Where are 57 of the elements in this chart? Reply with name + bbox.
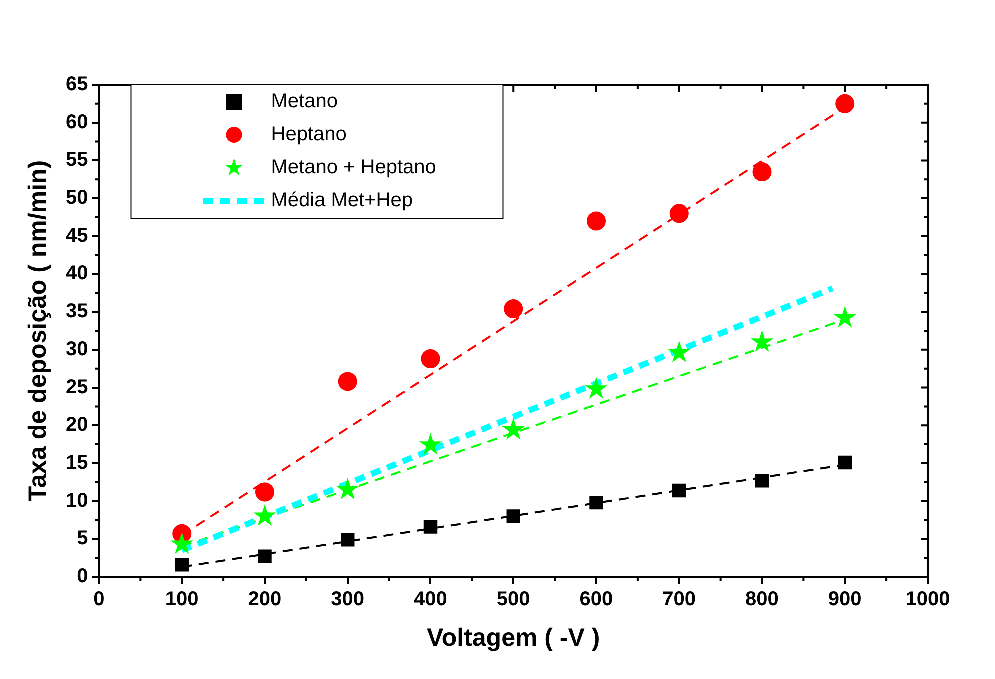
y-tick-label: 25 [66, 376, 88, 398]
x-tick-label: 700 [662, 588, 696, 611]
x-tick-label: 200 [248, 588, 282, 611]
x-tick-label: 800 [746, 588, 779, 611]
x-tick-label: 300 [331, 588, 365, 611]
x-tick-label: 0 [94, 588, 105, 611]
y-tick-label: 5 [77, 528, 88, 550]
legend-label: Metano [271, 90, 338, 113]
legend-label: Metano + Heptano [271, 156, 436, 179]
point [506, 510, 520, 524]
point [834, 306, 857, 328]
point [838, 456, 852, 470]
x-tick-label: 400 [414, 588, 448, 611]
point [668, 340, 691, 363]
x-tick-label: 600 [580, 588, 614, 611]
point [424, 520, 438, 534]
point [419, 433, 442, 456]
point [258, 550, 272, 564]
y-axis-title: Taxa de deposição ( nm/min) [24, 160, 52, 502]
legend-label: Média Met+Hep [271, 190, 413, 212]
point [502, 418, 526, 440]
y-tick-label: 65 [66, 74, 88, 96]
y-tick-label: 60 [66, 111, 88, 134]
y-tick-label: 10 [66, 490, 88, 512]
y-tick-label: 45 [66, 224, 88, 247]
point [587, 212, 606, 231]
point [254, 504, 276, 526]
y-tick-label: 15 [66, 452, 88, 474]
x-tick-label: 900 [828, 588, 862, 611]
y-tick-label: 0 [77, 566, 88, 588]
point [752, 162, 772, 182]
point [255, 482, 274, 502]
point [836, 94, 855, 114]
point [504, 300, 524, 319]
x-tick-label: 1000 [906, 588, 950, 611]
y-tick-label: 20 [66, 414, 88, 436]
point [175, 558, 189, 572]
point [590, 496, 604, 510]
point [338, 372, 358, 392]
y-tick-label: 35 [66, 300, 88, 323]
x-tick-label: 500 [496, 588, 530, 611]
y-tick-label: 55 [66, 149, 88, 172]
point [421, 350, 440, 369]
y-tick-label: 40 [66, 262, 88, 285]
point [170, 532, 194, 554]
point [585, 377, 608, 399]
y-tick-label: 30 [66, 338, 88, 360]
y-tick-label: 50 [66, 187, 88, 210]
x-tick-label: 100 [165, 588, 199, 611]
legend-label: Heptano [271, 124, 347, 146]
point [672, 484, 686, 498]
point [755, 474, 770, 488]
point [336, 478, 360, 500]
point [670, 204, 689, 224]
x-axis-title: Voltagem ( -V ) [427, 624, 600, 652]
point [341, 533, 355, 547]
point [750, 330, 774, 352]
